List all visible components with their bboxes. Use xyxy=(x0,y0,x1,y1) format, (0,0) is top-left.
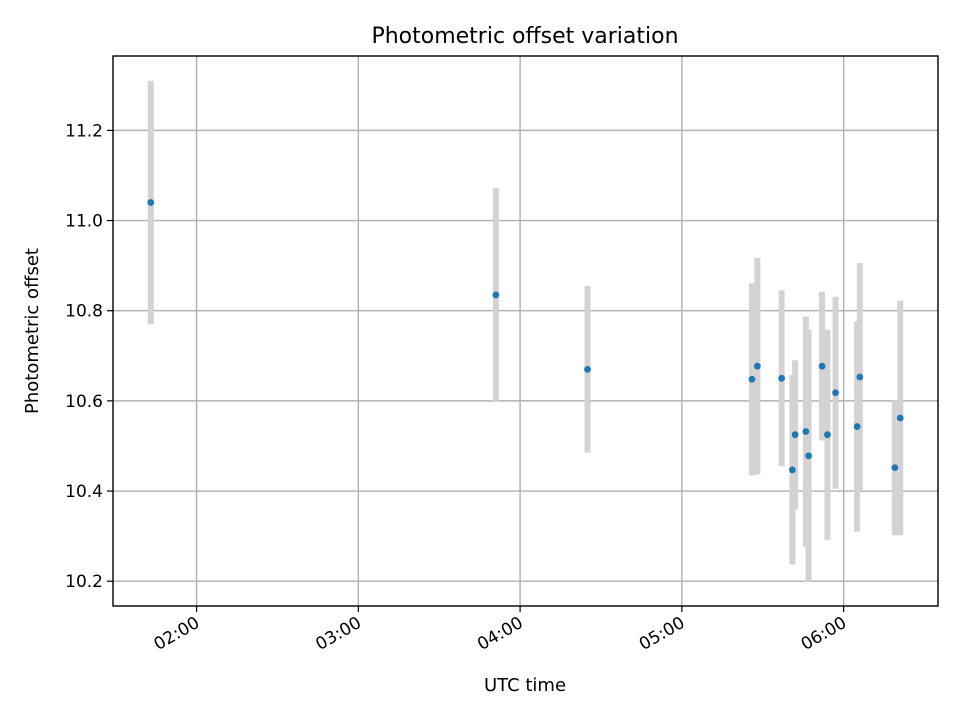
data-point xyxy=(492,291,500,299)
y-axis: 10.2 10.4 10.6 10.8 11.0 11.2 xyxy=(65,121,113,592)
data-point xyxy=(791,431,799,439)
data-point xyxy=(789,466,796,474)
data-point xyxy=(805,452,812,460)
x-axis-label: UTC time xyxy=(484,675,566,696)
x-tick-label: 05:00 xyxy=(636,613,688,655)
data-point xyxy=(896,414,904,422)
y-tick-label: 11.0 xyxy=(65,212,103,232)
data-point xyxy=(778,374,786,382)
data-point xyxy=(891,464,899,471)
plot-frame xyxy=(112,55,939,607)
data-point xyxy=(832,389,839,397)
x-axis: 02:00 03:00 04:00 05:00 06:00 xyxy=(151,606,850,655)
y-tick-label: 10.8 xyxy=(65,302,103,322)
data-points xyxy=(147,199,904,474)
y-tick-label: 10.6 xyxy=(65,392,103,412)
y-tick-label: 11.2 xyxy=(65,121,103,141)
data-point xyxy=(584,365,591,373)
y-axis-label: Photometric offset xyxy=(22,248,43,414)
grid xyxy=(113,56,938,606)
x-tick-label: 04:00 xyxy=(474,613,526,655)
y-tick-label: 10.4 xyxy=(65,482,103,502)
x-tick-label: 03:00 xyxy=(312,613,364,655)
data-point xyxy=(802,428,810,435)
data-point xyxy=(147,199,155,206)
data-point xyxy=(818,362,826,370)
data-point xyxy=(824,431,831,439)
error-bars xyxy=(147,80,904,583)
data-point xyxy=(753,362,761,370)
data-point xyxy=(748,375,756,383)
y-tick-label: 10.2 xyxy=(65,572,103,592)
data-point xyxy=(856,373,864,381)
x-tick-label: 06:00 xyxy=(798,613,850,655)
chart-title: Photometric offset variation xyxy=(371,24,678,49)
x-tick-label: 02:00 xyxy=(151,613,203,655)
data-point xyxy=(853,423,861,430)
